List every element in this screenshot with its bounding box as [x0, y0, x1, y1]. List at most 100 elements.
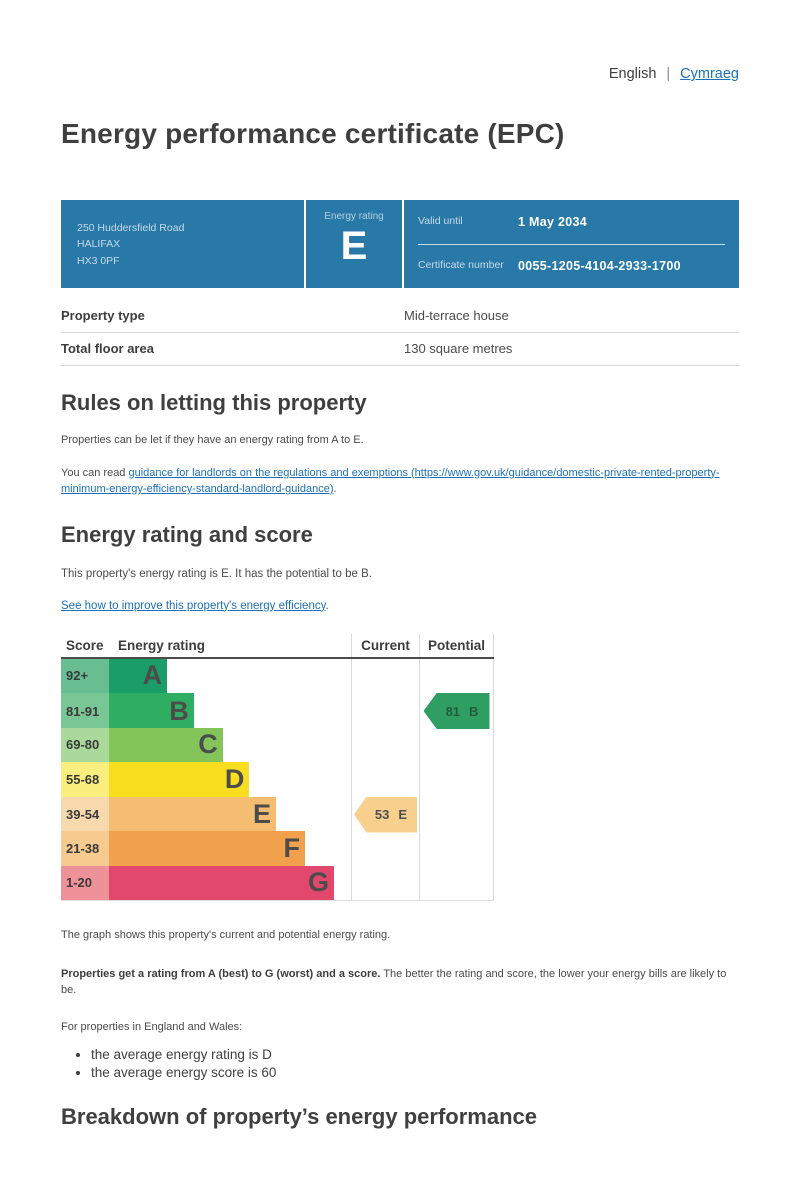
band-bar-area: F: [109, 831, 351, 866]
potential-column-cell: [419, 658, 494, 693]
band-score-range: 39-54: [61, 796, 109, 833]
list-item: the average energy rating is D: [91, 1047, 739, 1062]
epc-band-row: 55-68 D: [61, 762, 494, 797]
certificate-number-label: Certificate number: [418, 259, 504, 272]
energy-rating-value: E: [340, 224, 368, 268]
certificate-number-value: 0055-1205-4104-2933-1700: [518, 259, 681, 274]
current-score: 53: [374, 807, 390, 822]
property-type-value: Mid-terrace house: [404, 308, 509, 323]
banner-divider: [402, 200, 404, 288]
rules-heading: Rules on letting this property: [61, 390, 367, 415]
epc-band-row: 1-20 G: [61, 865, 494, 900]
potential-column-cell: [419, 762, 494, 797]
valid-until-value: 1 May 2034: [518, 214, 588, 229]
band-letter: A: [142, 660, 163, 691]
potential-column-cell: [419, 796, 494, 833]
current-column-cell: [351, 727, 419, 762]
band-bar: E: [109, 796, 276, 833]
epc-band-row: 81-91 B 81 B: [61, 693, 494, 729]
band-score-range: 69-80: [61, 727, 109, 762]
band-bar: C: [109, 727, 223, 762]
language-current: English: [608, 66, 657, 82]
energy-rating-chart: Score Energy rating Current Potential 92…: [61, 633, 494, 901]
floor-area-value: 130 square metres: [404, 341, 513, 356]
potential-column-header: Potential: [419, 633, 494, 657]
energy-rating-label: Energy rating: [324, 211, 384, 222]
band-bar-area: A: [109, 658, 351, 693]
epc-band-row: 69-80 C: [61, 727, 494, 762]
page-title: Energy performance certificate (EPC): [61, 118, 565, 149]
landlord-guidance-link[interactable]: guidance for landlords on the regulation…: [61, 466, 720, 496]
current-column-cell: [351, 693, 419, 729]
band-bar: F: [109, 831, 306, 866]
improve-efficiency-link[interactable]: See how to improve this property's energ…: [61, 599, 326, 612]
address-line-1: 250 Huddersfield Road: [77, 222, 185, 234]
band-letter: D: [224, 763, 245, 794]
averages-list: the average energy rating is D the avera…: [91, 1047, 739, 1080]
epc-band-row: 21-38 F: [61, 831, 494, 866]
band-bar: B: [109, 693, 194, 729]
rules-paragraph: Properties can be let if they have an en…: [61, 434, 364, 446]
band-score-range: 81-91: [61, 693, 109, 729]
potential-column-cell: [419, 865, 494, 900]
banner-row-divider: [418, 243, 725, 245]
rating-explanation: Properties get a rating from A (best) to…: [61, 966, 739, 999]
guidance-suffix: .: [333, 483, 337, 495]
language-separator: |: [666, 66, 671, 82]
breakdown-heading: Breakdown of property’s energy performan…: [61, 1104, 537, 1129]
valid-until-label: Valid until: [418, 214, 463, 227]
guidance-prefix: You can read: [61, 466, 129, 479]
valid-until-row: Valid until 1 May 2034: [418, 200, 725, 244]
address-line-2: HALIFAX: [77, 238, 121, 251]
band-letter: C: [198, 729, 218, 760]
certificate-number-row: Certificate number 0055-1205-4104-2933-1…: [418, 245, 725, 289]
band-bar-area: G: [109, 865, 351, 900]
band-bar: G: [109, 865, 335, 900]
list-item: the average energy score is 60: [91, 1065, 739, 1080]
current-column-cell: [351, 658, 419, 693]
band-score-range: 92+: [61, 658, 109, 693]
potential-rating-arrow: 81 B: [423, 693, 490, 729]
band-score-range: 21-38: [61, 831, 109, 866]
band-bar-area: E: [109, 796, 351, 833]
guidance-paragraph: You can read guidance for landlords on t…: [61, 465, 739, 498]
band-bar-area: C: [109, 727, 351, 762]
rating-column-header: Energy rating: [118, 637, 206, 653]
current-letter: E: [398, 807, 408, 822]
certificate-summary-banner: 250 Huddersfield Road HALIFAX HX3 0PF En…: [61, 200, 739, 288]
rating-explanation-rest: The better the rating and score, the low…: [61, 967, 727, 997]
band-letter: B: [169, 695, 189, 726]
score-column-header: Score: [66, 637, 104, 653]
current-column-cell: [351, 762, 419, 797]
current-column-header: Current: [351, 633, 419, 657]
property-type-label: Property type: [61, 308, 145, 323]
band-bar-area: D: [109, 762, 351, 797]
band-letter: F: [283, 832, 301, 863]
band-score-range: 1-20: [61, 865, 109, 900]
potential-letter: B: [469, 703, 479, 719]
band-score-range: 55-68: [61, 762, 109, 797]
band-letter: G: [308, 867, 330, 898]
potential-column-cell: [419, 727, 494, 762]
band-bar: A: [109, 658, 168, 693]
improve-suffix: .: [325, 599, 329, 612]
table-row: Property type Mid-terrace house: [61, 300, 739, 333]
language-link-cymraeg[interactable]: Cymraeg: [680, 66, 739, 82]
floor-area-label: Total floor area: [61, 341, 154, 356]
improve-paragraph: See how to improve this property's energ…: [61, 600, 739, 612]
rating-summary: This property's energy rating is E. It h…: [61, 567, 372, 580]
address-line-3: HX3 0PF: [77, 254, 120, 267]
potential-column-cell: [419, 831, 494, 866]
language-switcher: English | Cymraeg: [61, 66, 739, 82]
property-address: 250 Huddersfield Road HALIFAX HX3 0PF: [61, 200, 304, 288]
chart-band-rows: 92+ A 81-91 B 81 B 69-80 C 55-68 D 39-54 E 53 E 21-38 F…: [61, 658, 494, 900]
band-letter: E: [252, 799, 271, 829]
band-bar-area: B: [109, 693, 351, 729]
current-column-cell: [351, 831, 419, 866]
band-bar: D: [109, 762, 250, 797]
potential-score: 81: [445, 703, 461, 719]
rating-score-heading: Energy rating and score: [61, 521, 313, 547]
chart-header-row: Score Energy rating Current Potential: [61, 633, 494, 659]
current-rating-arrow: 53 E: [354, 796, 417, 833]
certificate-details: Valid until 1 May 2034 Certificate numbe…: [404, 200, 739, 288]
